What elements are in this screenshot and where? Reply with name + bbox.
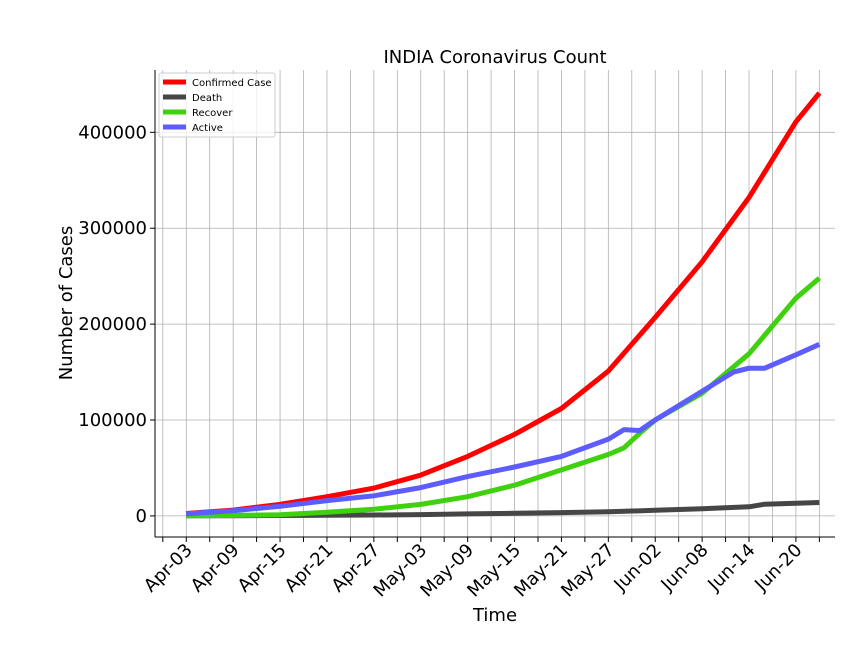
x-tick-label: Apr-15 bbox=[234, 540, 291, 597]
x-tick-label: Jun-02 bbox=[610, 540, 666, 596]
legend-box bbox=[158, 72, 276, 138]
legend-label: Active bbox=[192, 123, 223, 134]
spine-layer bbox=[154, 70, 835, 538]
legend-label: Death bbox=[192, 93, 222, 104]
y-tick-label: 400000 bbox=[78, 122, 147, 143]
x-tick-label: Apr-03 bbox=[140, 540, 197, 597]
x-axis-label: Time bbox=[472, 605, 517, 626]
series-line-active bbox=[186, 342, 821, 517]
x-tick-label: May-27 bbox=[557, 540, 619, 602]
x-tick-label: Jun-08 bbox=[656, 540, 712, 596]
y-tick-label: 200000 bbox=[78, 314, 147, 335]
y-tick-label: 300000 bbox=[78, 218, 147, 239]
series-layer bbox=[186, 91, 822, 519]
legend: Confirmed Case Death Recover Active bbox=[158, 72, 276, 138]
legend-label: Confirmed Case bbox=[192, 78, 272, 89]
y-tick-label: 100000 bbox=[78, 410, 147, 431]
grid-layer bbox=[155, 70, 835, 537]
y-tick-label: 0 bbox=[136, 506, 147, 527]
x-tick-label: Apr-21 bbox=[281, 540, 338, 597]
x-tick-label: Apr-09 bbox=[187, 540, 244, 597]
tick-layer: Apr-03Apr-09Apr-15Apr-21Apr-27May-03May-… bbox=[78, 122, 820, 602]
y-axis-label: Number of Cases bbox=[56, 226, 77, 381]
x-tick-label: Jun-20 bbox=[750, 540, 806, 596]
x-tick-label: Jun-14 bbox=[703, 540, 759, 596]
chart-title: INDIA Coronavirus Count bbox=[383, 47, 606, 68]
series-line-confirmed-case bbox=[186, 91, 822, 516]
series-line-recover bbox=[186, 276, 822, 519]
legend-label: Recover bbox=[192, 108, 233, 119]
